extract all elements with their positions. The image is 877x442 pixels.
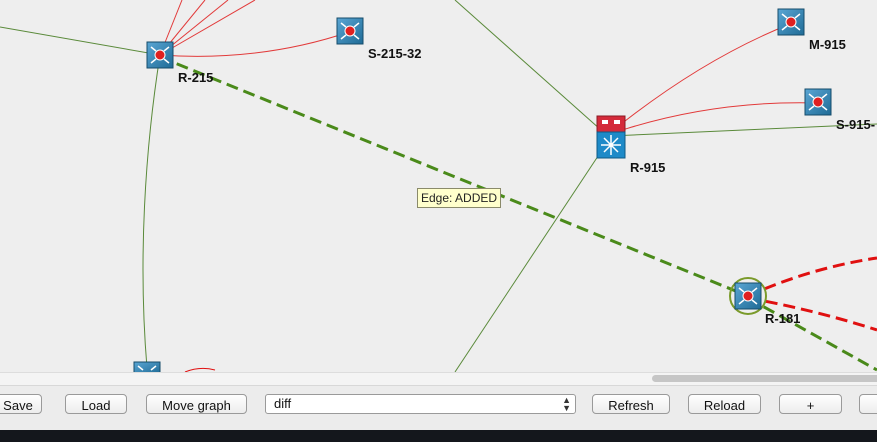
node-label-s915: S-915- (836, 117, 876, 132)
link-r915-m915[interactable] (609, 23, 791, 134)
selection-ring-r181 (729, 277, 767, 315)
window-bottom-edge (0, 430, 877, 442)
save-button[interactable]: Save (0, 394, 42, 414)
bottom-toolbar: Save Load Move graph diff ▲ ▼ Refresh Rel… (0, 385, 877, 430)
core-switch-icon-r915[interactable] (596, 115, 626, 159)
added-edge-r181-offscreen[interactable] (747, 296, 877, 372)
mode-select[interactable]: diff ▲ ▼ (265, 394, 576, 414)
node-label-m915: M-915 (809, 37, 846, 52)
link-r915-s915-32[interactable] (609, 102, 818, 135)
horizontal-scrollbar[interactable] (0, 372, 877, 385)
scrollbar-thumb[interactable] (652, 375, 877, 382)
router-icon-partial-bottom[interactable] (133, 361, 161, 372)
link-r915-bottom[interactable] (454, 137, 611, 372)
node-label-r215: R-215 (178, 70, 214, 85)
link-r915-offscreen-top[interactable] (454, 0, 611, 139)
node-label-r181: R-181 (765, 311, 801, 326)
router-icon-r215[interactable] (146, 41, 174, 69)
switch-icon-s915[interactable] (804, 88, 832, 116)
node-label-r915: R-915 (630, 160, 666, 175)
mode-select-value: diff (274, 396, 292, 411)
load-button[interactable]: Load (65, 394, 127, 414)
router-icon-r181[interactable] (734, 282, 762, 310)
link-r215-s215-32[interactable] (159, 31, 350, 57)
add-button[interactable]: + (779, 394, 842, 414)
link-r215-offscreen-left[interactable] (0, 26, 161, 56)
overflow-button[interactable] (859, 394, 877, 414)
refresh-button[interactable]: Refresh (592, 394, 670, 414)
select-updown-icon: ▲ ▼ (562, 395, 571, 413)
move-graph-button[interactable]: Move graph (146, 394, 247, 414)
graph-canvas[interactable]: R-215 S-215-32 M-915 S-915- R-915 R-181 … (0, 0, 877, 372)
reload-button[interactable]: Reload (688, 394, 761, 414)
switch-icon-m915[interactable] (777, 8, 805, 36)
diff-edge-partial-bottom[interactable] (184, 367, 216, 372)
link-r215-bottom[interactable] (142, 54, 161, 369)
diff-edge-r181-lower[interactable] (747, 296, 877, 332)
node-label-s215-32: S-215-32 (368, 46, 422, 61)
graph-svg[interactable] (0, 0, 877, 372)
link-r915-s915[interactable] (609, 123, 877, 137)
link-r215-off4[interactable] (159, 0, 256, 56)
edge-tooltip: Edge: ADDED (417, 188, 502, 208)
switch-icon-s215-32[interactable] (336, 17, 364, 45)
added-edge-r215-r181[interactable] (159, 55, 749, 298)
diff-edge-r181-upper[interactable] (747, 256, 877, 298)
